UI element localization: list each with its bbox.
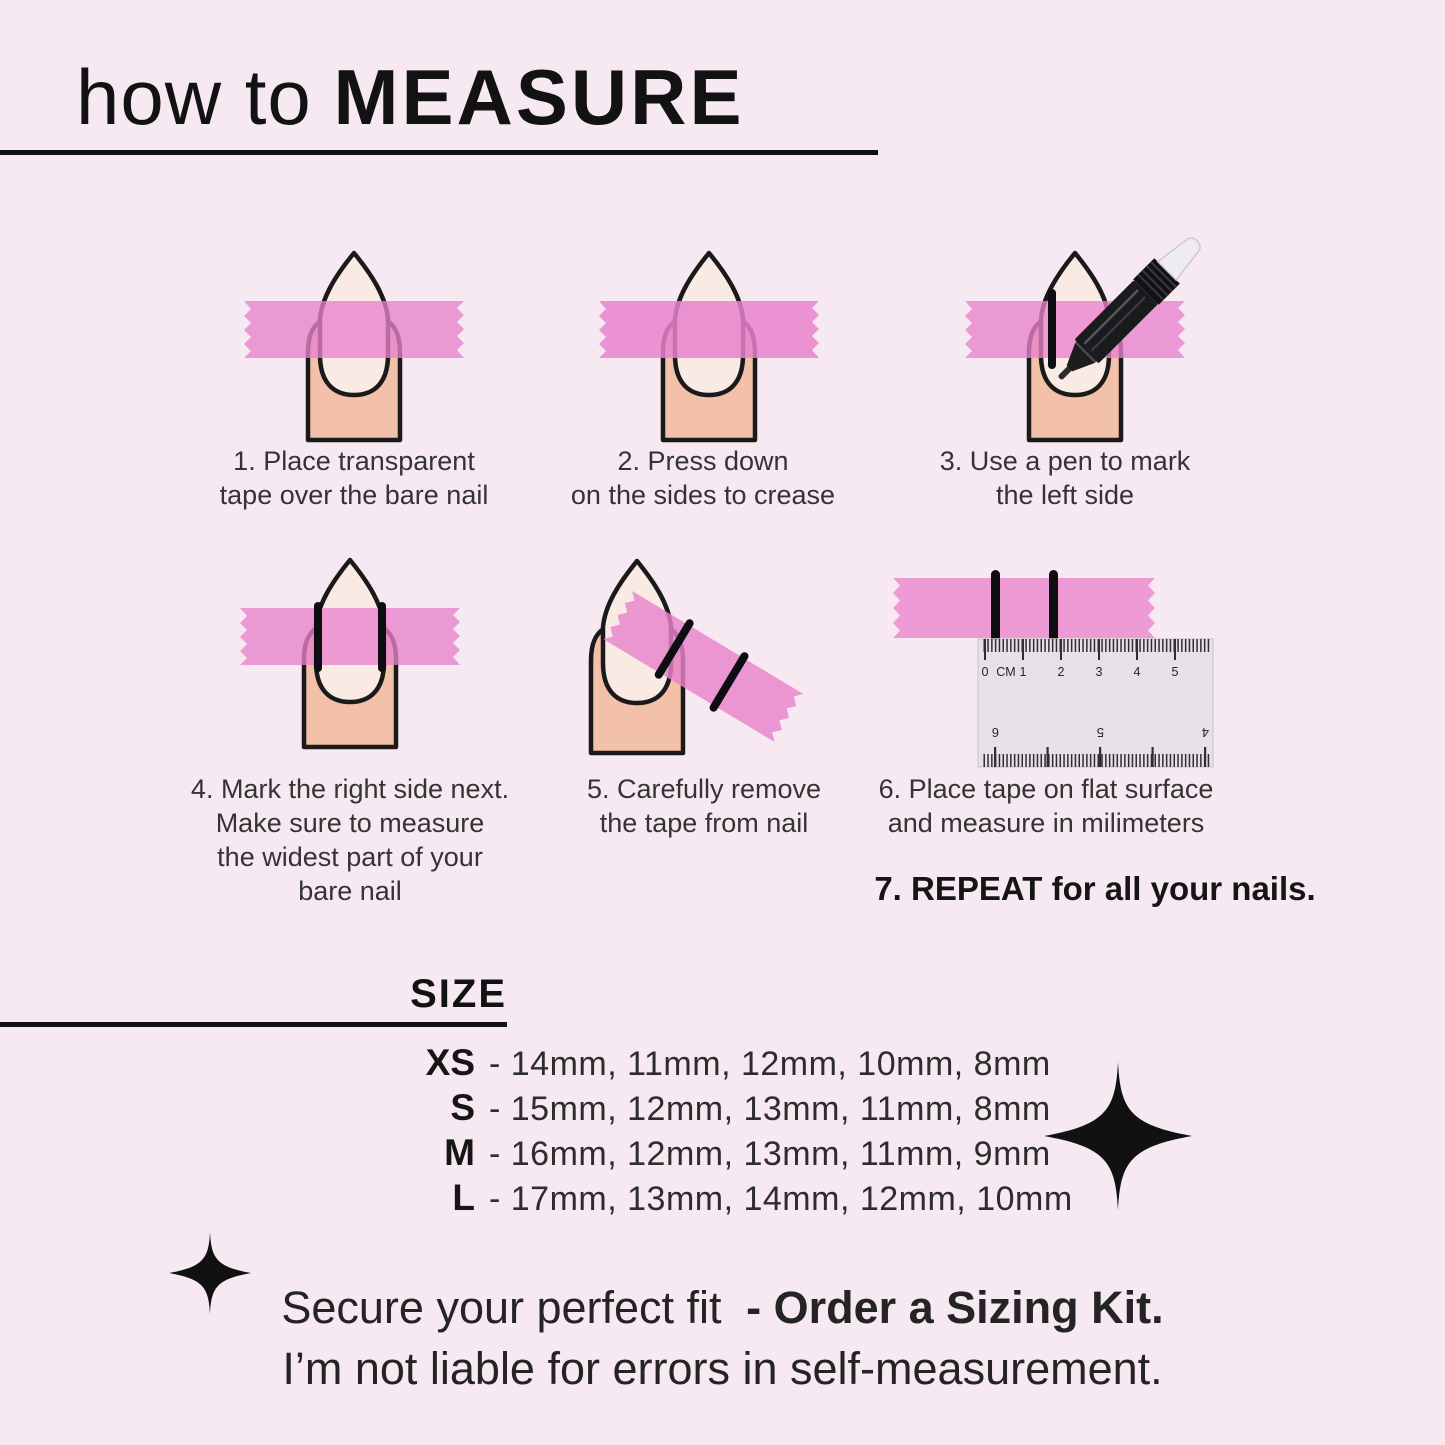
step4-caption-line4: bare nail: [298, 876, 402, 906]
size-row-m: M - 16mm, 12mm, 13mm, 11mm, 9mm: [0, 1132, 1100, 1177]
ruler-label: 5: [1172, 665, 1179, 679]
step4-caption-line3: the widest part of your: [217, 842, 483, 872]
footer-line1: Secure your perfect fit - Order a Sizing…: [0, 1282, 1445, 1334]
step2-caption: 2. Press down on the sides to crease: [523, 444, 883, 512]
ruler-label: 1: [1020, 665, 1027, 679]
ruler-label: CM: [996, 665, 1015, 679]
ruler-label-flipped: 4: [1202, 725, 1209, 740]
step1-caption: 1. Place transparent tape over the bare …: [174, 444, 534, 512]
step4-illustration: [240, 557, 460, 750]
step2-illustration: [599, 250, 819, 443]
step1-caption-line1: 1. Place transparent: [233, 446, 475, 476]
footer-line1-regular: Secure your perfect fit: [281, 1282, 722, 1333]
step2-caption-line1: 2. Press down: [617, 446, 789, 476]
size-underline: [0, 1022, 507, 1027]
step5-caption-line1: 5. Carefully remove: [586, 774, 822, 804]
size-row-xs: XS - 14mm, 11mm, 12mm, 10mm, 8mm: [0, 1042, 1100, 1087]
size-values: - 14mm, 11mm, 12mm, 10mm, 8mm: [489, 1045, 1051, 1083]
tape-strip: [893, 578, 1155, 638]
step4-caption-line1: 4. Mark the right side next.: [190, 774, 510, 804]
step6-illustration: 0 CM 1 2 3 4 5 6 5 4: [893, 570, 1214, 768]
size-row-s: S - 15mm, 12mm, 13mm, 11mm, 8mm: [0, 1087, 1100, 1132]
size-label: M: [444, 1132, 475, 1173]
size-values: - 17mm, 13mm, 14mm, 12mm, 10mm: [489, 1180, 1073, 1218]
left-side-mark: [654, 619, 694, 679]
left-side-mark: [1048, 289, 1056, 369]
tape-strip: [599, 301, 819, 358]
right-side-mark: [1049, 570, 1058, 646]
ruler-label-flipped: 6: [992, 725, 999, 740]
left-side-mark: [314, 602, 322, 672]
ruler: 0 CM 1 2 3 4 5 6 5 4: [977, 638, 1214, 768]
step3-caption-line1: 3. Use a pen to mark: [939, 446, 1191, 476]
right-side-mark: [709, 652, 749, 712]
tape-strip: [240, 608, 460, 665]
sparkle-icon: [1044, 1062, 1192, 1210]
footer-note: Secure your perfect fit - Order a Sizing…: [0, 1282, 1445, 1395]
step5-illustration: [588, 558, 804, 756]
step1-illustration: [244, 250, 464, 443]
size-label: XS: [425, 1042, 475, 1083]
step5-caption-line2: the tape from nail: [599, 808, 809, 838]
size-values: - 15mm, 12mm, 13mm, 11mm, 8mm: [489, 1090, 1051, 1128]
size-heading: SIZE: [410, 972, 507, 1016]
step3-illustration: [965, 237, 1201, 443]
left-side-mark: [991, 570, 1000, 646]
footer-line1-bold: - Order a Sizing Kit.: [746, 1282, 1164, 1333]
ruler-label: 4: [1134, 665, 1141, 679]
tape-strip: [244, 301, 464, 358]
step7-text: 7. REPEAT for all your nails.: [874, 870, 1316, 907]
footer-line2: I’m not liable for errors in self-measur…: [282, 1343, 1163, 1394]
size-values: - 16mm, 12mm, 13mm, 11mm, 9mm: [489, 1135, 1051, 1173]
page-title-light: how to: [76, 53, 312, 141]
page-title: how to MEASURE: [76, 52, 745, 143]
step4-caption-line2: Make sure to measure: [215, 808, 485, 838]
size-label: L: [452, 1177, 475, 1218]
sparkle-icon: [169, 1232, 251, 1314]
size-label: S: [450, 1087, 475, 1128]
right-side-mark: [378, 602, 386, 672]
title-underline: [0, 150, 878, 155]
ruler-label: 3: [1096, 665, 1103, 679]
peeled-tape: [603, 591, 804, 743]
step5-caption: 5. Carefully remove the tape from nail: [524, 772, 884, 840]
size-row-l: L - 17mm, 13mm, 14mm, 12mm, 10mm: [0, 1177, 1100, 1222]
step3-caption-line2: the left side: [995, 480, 1135, 510]
step6-caption-line1: 6. Place tape on flat surface: [878, 774, 1214, 804]
page-title-bold: MEASURE: [333, 53, 745, 141]
ruler-label: 2: [1058, 665, 1065, 679]
step6-caption: 6. Place tape on flat surface and measur…: [866, 772, 1226, 840]
step3-caption: 3. Use a pen to mark the left side: [885, 444, 1245, 512]
step2-caption-line2: on the sides to crease: [570, 480, 836, 510]
ruler-label: 0: [982, 665, 989, 679]
step4-caption: 4. Mark the right side next. Make sure t…: [170, 772, 530, 908]
step1-caption-line2: tape over the bare nail: [219, 480, 489, 510]
step6-caption-line2: and measure in milimeters: [887, 808, 1205, 838]
marker-pen-icon: [1058, 237, 1201, 380]
size-table: XS - 14mm, 11mm, 12mm, 10mm, 8mm S - 15m…: [0, 1042, 1100, 1222]
ruler-label-flipped: 5: [1097, 725, 1104, 740]
